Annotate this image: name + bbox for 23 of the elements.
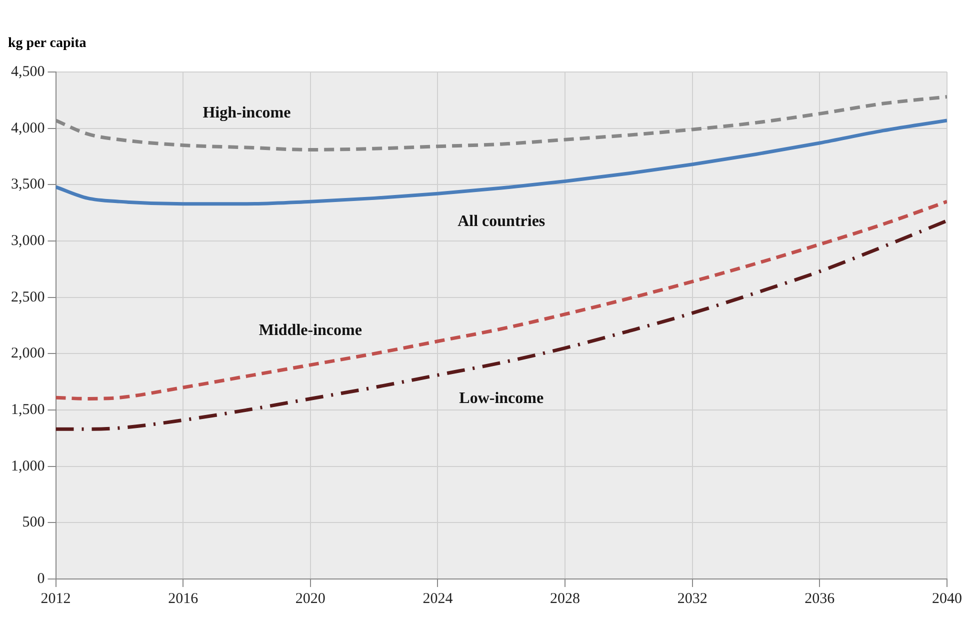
x-tick-label: 2012 <box>40 590 71 607</box>
series-label: All countries <box>458 213 546 230</box>
y-tick-label: 1,500 <box>11 402 45 418</box>
y-axis-title: kg per capita <box>8 36 86 52</box>
y-tick-label: 4,000 <box>11 120 45 136</box>
y-tick-label: 0 <box>37 570 45 587</box>
y-tick-label: 4,500 <box>11 64 45 80</box>
x-tick-label: 2024 <box>422 590 454 607</box>
x-tick-label: 2036 <box>804 590 836 607</box>
y-tick-label: 2,500 <box>11 289 45 306</box>
series-label: High-income <box>202 104 291 122</box>
series-label: Low-income <box>459 390 544 407</box>
x-tick-label: 2032 <box>677 590 708 607</box>
y-tick-label: 500 <box>22 514 45 531</box>
x-tick-label: 2016 <box>168 590 199 607</box>
y-tick-label: 3,000 <box>11 232 45 249</box>
y-tick-label: 2,000 <box>11 346 45 362</box>
x-tick-label: 2028 <box>550 590 580 607</box>
y-tick-label: 3,500 <box>11 176 45 193</box>
x-tick-label: 2020 <box>295 590 326 607</box>
y-tick-label: 1,000 <box>11 458 45 474</box>
x-tick-label: 2040 <box>932 590 962 607</box>
series-label: Middle-income <box>258 322 362 340</box>
